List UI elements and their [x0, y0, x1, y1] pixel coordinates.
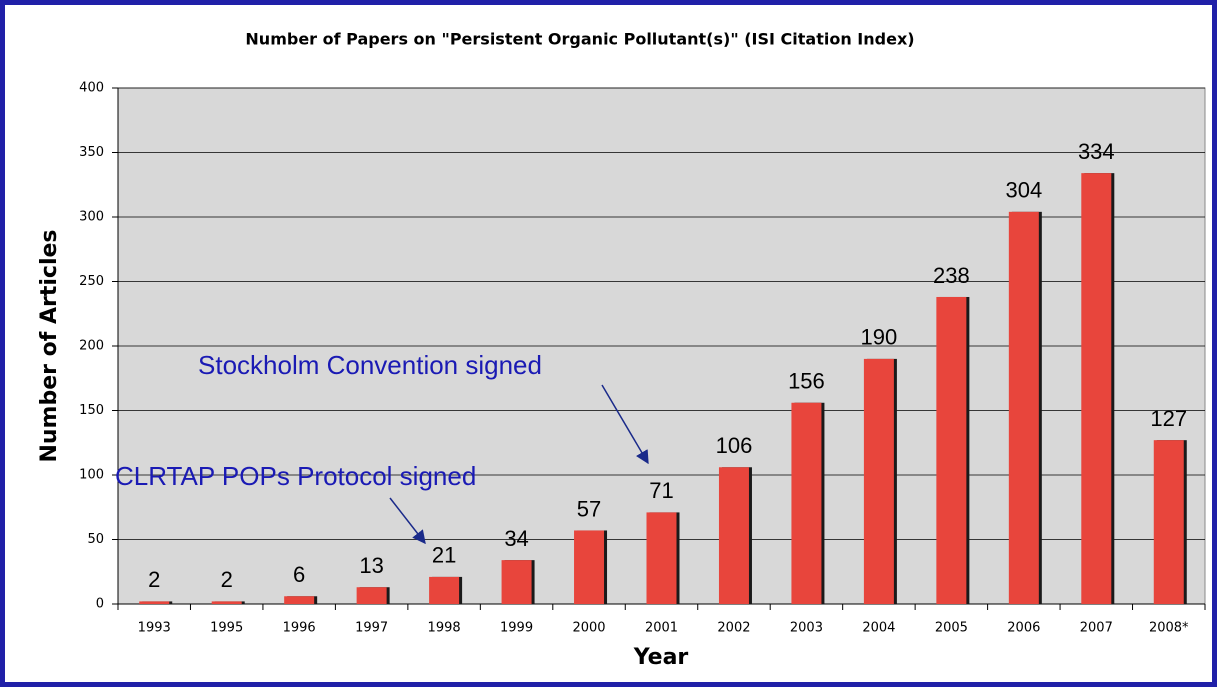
annotation: Stockholm Convention signed: [198, 350, 542, 380]
bar: [284, 596, 315, 604]
data-label: 334: [1078, 139, 1115, 164]
y-tick-label: 100: [79, 468, 104, 483]
annotation-arrow: [389, 497, 426, 545]
y-tick-label: 0: [96, 597, 104, 612]
data-label: 304: [1005, 178, 1042, 203]
data-label: 34: [504, 526, 528, 551]
data-label: 156: [788, 369, 825, 394]
x-tick-label: 1995: [210, 621, 243, 636]
data-label: 71: [649, 478, 673, 503]
data-label: 21: [432, 543, 456, 568]
data-label: 190: [861, 325, 898, 350]
x-tick-label: 1998: [428, 621, 461, 636]
data-label: 2: [221, 567, 233, 592]
data-label: 13: [359, 553, 383, 578]
bar: [211, 601, 242, 604]
bar: [646, 512, 677, 604]
bar: [574, 530, 605, 604]
data-label: 106: [716, 433, 753, 458]
bar: [1008, 211, 1039, 604]
bar: [139, 601, 170, 604]
bar: [863, 358, 894, 604]
y-tick-label: 350: [79, 145, 104, 160]
y-axis-label: Number of Articles: [37, 229, 62, 462]
bar: [1153, 440, 1184, 604]
x-tick-label: 1996: [283, 621, 316, 636]
bar: [501, 560, 532, 604]
x-axis-label: Year: [633, 645, 689, 670]
chart-title: Number of Papers on "Persistent Organic …: [245, 30, 914, 49]
x-tick-label: 1999: [500, 621, 533, 636]
y-tick-label: 200: [79, 339, 104, 354]
annotation-arrow: [601, 384, 649, 465]
x-tick-label: 2005: [935, 621, 968, 636]
data-label: 57: [577, 496, 601, 521]
x-tick-label: 2006: [1007, 621, 1040, 636]
data-label: 6: [293, 562, 305, 587]
y-tick-label: 400: [79, 81, 104, 96]
annotation: CLRTAP POPs Protocol signed: [115, 461, 476, 491]
y-tick-label: 50: [87, 532, 104, 547]
y-tick-label: 300: [79, 210, 104, 225]
x-tick-label: 2003: [790, 621, 823, 636]
x-tick-label: 2001: [645, 621, 678, 636]
x-tick-label: 2008*: [1149, 621, 1189, 636]
x-tick-label: 2007: [1080, 621, 1113, 636]
bar: [1081, 173, 1112, 604]
y-tick-label: 150: [79, 403, 104, 418]
data-label: 238: [933, 263, 970, 288]
bar: [718, 467, 749, 604]
x-tick-label: 2000: [572, 621, 605, 636]
x-tick-label: 1997: [355, 621, 388, 636]
bar: [791, 402, 822, 604]
x-tick-label: 2004: [862, 621, 895, 636]
data-label: 127: [1150, 406, 1187, 431]
x-tick-label: 1993: [138, 621, 171, 636]
y-tick-label: 250: [79, 274, 104, 289]
bar: [936, 296, 967, 604]
x-tick-label: 2002: [717, 621, 750, 636]
data-label: 2: [148, 567, 160, 592]
bar: [429, 576, 460, 604]
bar: [356, 587, 387, 604]
